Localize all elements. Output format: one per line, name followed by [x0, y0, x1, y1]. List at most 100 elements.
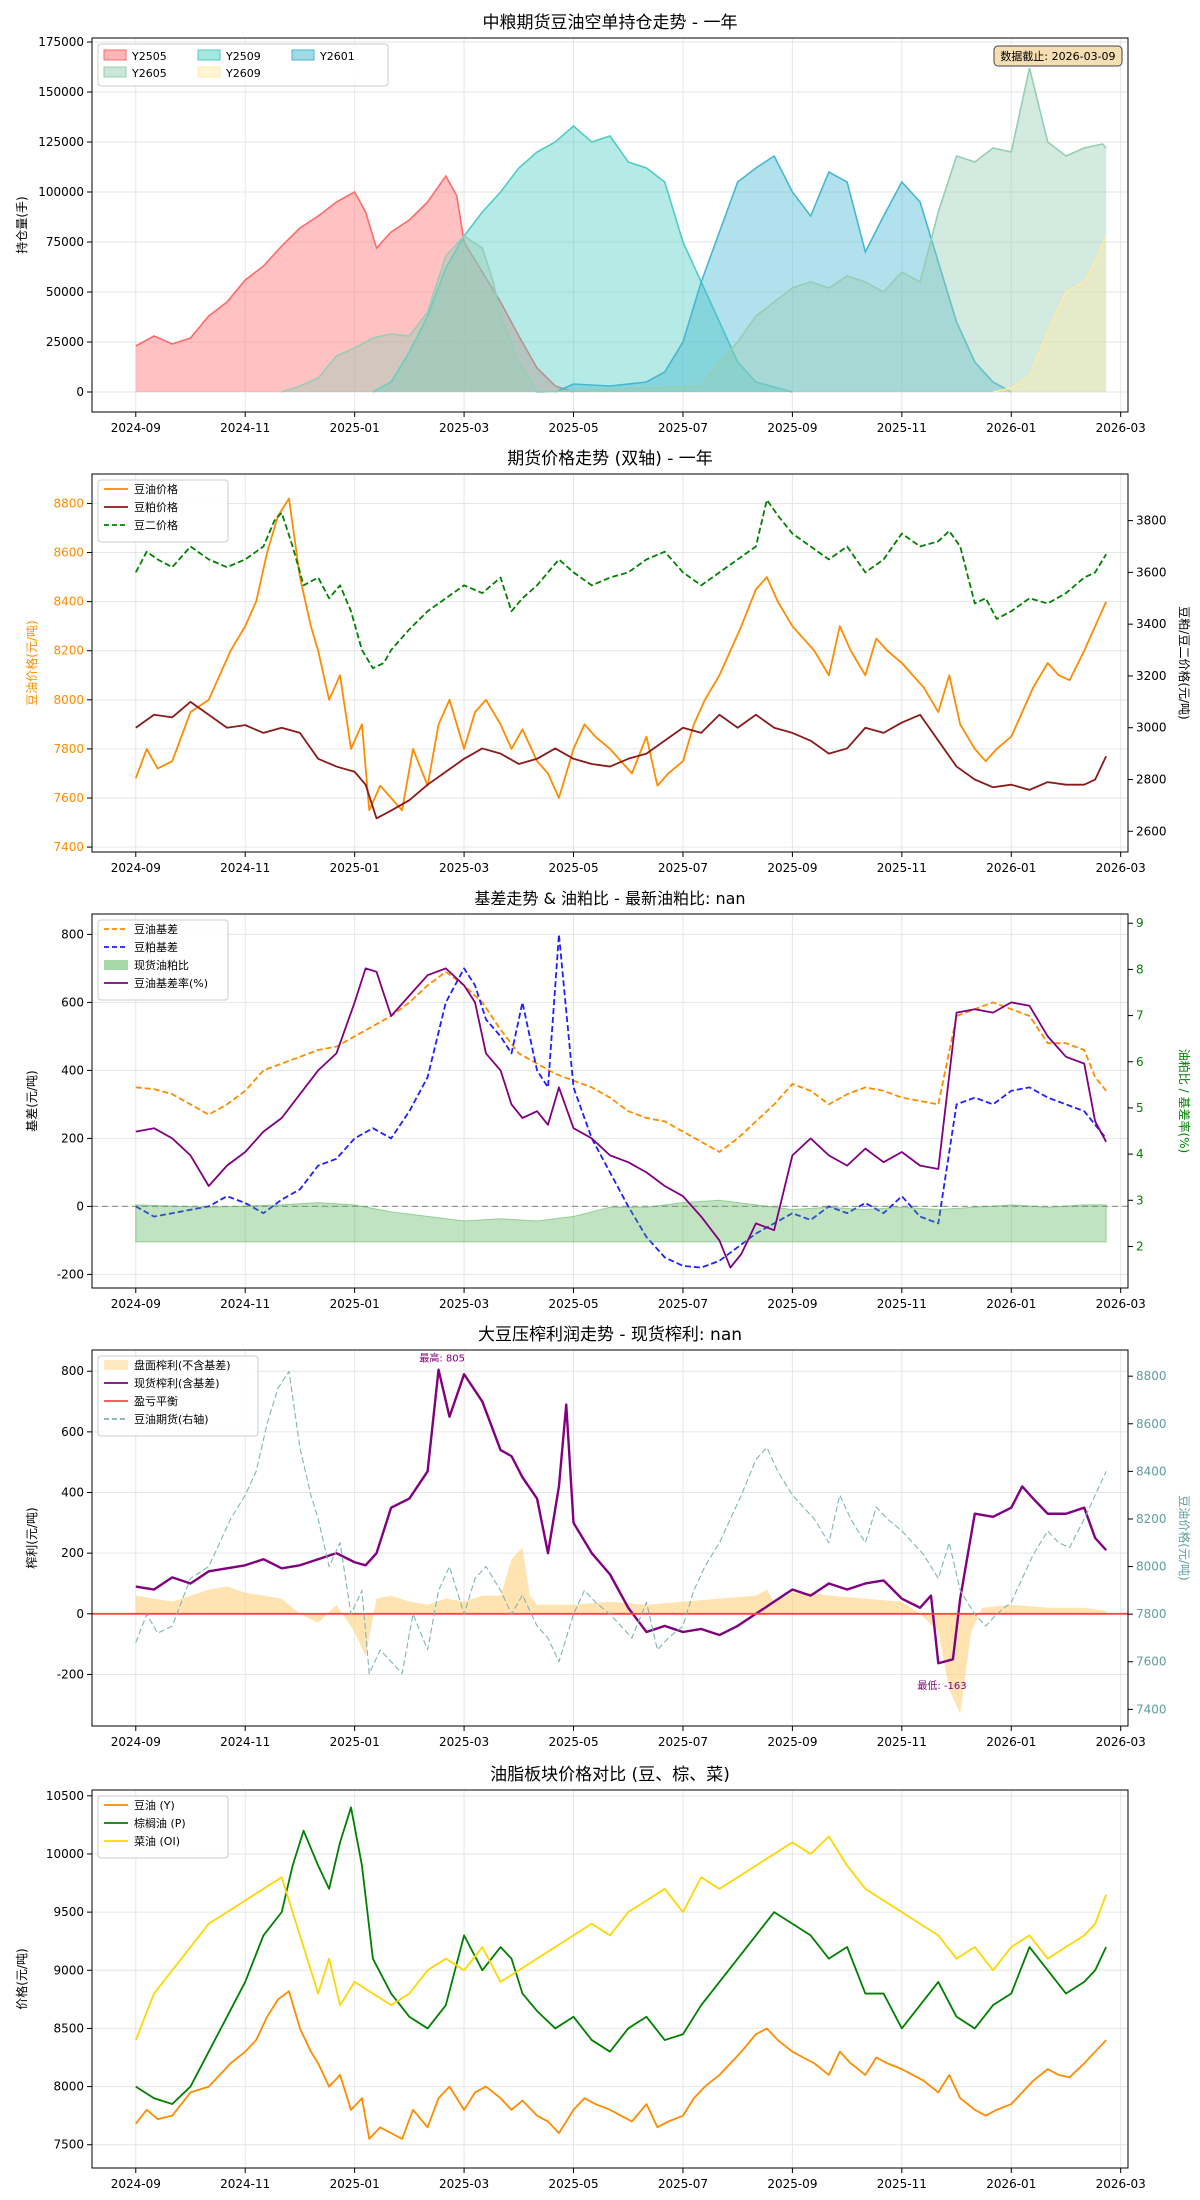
legend-label: Y2505: [131, 50, 167, 63]
y-tick-label: 0: [76, 1607, 84, 1621]
x-tick-label: 2026-03: [1096, 1297, 1146, 1311]
x-tick-label: 2025-05: [548, 1735, 598, 1749]
y-tick-label: 10000: [46, 1847, 84, 1861]
series-1-3-line: [554, 154, 1012, 393]
series-2-1-line: [134, 497, 1107, 812]
y-tick-label: 7800: [53, 742, 84, 756]
extreme-annotation-1: 最高: 805: [419, 1352, 465, 1365]
plot-frame: [91, 1789, 1129, 2169]
y-axis-label: 价格(元/吨): [14, 1948, 29, 2009]
legend-label: 现货油粕比: [134, 958, 189, 972]
y-right-tick-label: 9: [1136, 916, 1144, 930]
chart-title: 中粮期货豆油空单持仓走势 - 一年: [483, 13, 738, 33]
legend-label: Y2509: [225, 50, 261, 63]
series-1-1-fill: [135, 176, 574, 392]
legend-swatch: [197, 66, 221, 78]
x-tick-label: 2025-01: [330, 1735, 380, 1749]
series-3-1-line: [135, 970, 1107, 1153]
y-right-tick-label: 3600: [1136, 565, 1167, 579]
series-2-2-line: [135, 700, 1107, 820]
chart-title: 油脂板块价格对比 (豆、棕、菜): [490, 1765, 730, 1785]
x-tick-label: 2025-11: [877, 1297, 927, 1311]
x-tick-label: 2025-05: [548, 1297, 598, 1311]
legend-label: Y2609: [225, 67, 261, 80]
x-tick-label: 2024-11: [220, 1297, 270, 1311]
y-right-tick-label: 8400: [1136, 1464, 1167, 1478]
x-tick-label: 2026-01: [986, 1735, 1036, 1749]
series-5-3-line: [134, 1835, 1107, 2041]
legend-label: 现货榨利(含基差): [134, 1376, 220, 1390]
y-tick-label: 100000: [38, 185, 84, 199]
series-4-2-line: [135, 1368, 1108, 1665]
chart-title: 期货价格走势 (双轴) - 一年: [507, 449, 713, 469]
x-tick-label: 2025-09: [767, 861, 817, 875]
x-tick-label: 2025-05: [548, 861, 598, 875]
y-tick-label: 8000: [53, 2080, 84, 2094]
y-tick-label: -200: [57, 1667, 84, 1681]
y-tick-label: -200: [57, 1267, 84, 1281]
x-tick-label: 2025-09: [767, 2177, 817, 2191]
x-tick-label: 2025-03: [439, 1297, 489, 1311]
plot-area: [135, 67, 1107, 393]
series-4-4-line: [135, 1370, 1107, 1675]
y-tick-label: 200: [61, 1131, 84, 1145]
x-tick-label: 2026-01: [986, 2177, 1036, 2191]
x-tick-label: 2026-01: [986, 861, 1036, 875]
y-tick-label: 7500: [53, 2138, 84, 2152]
x-tick-label: 2025-09: [767, 1735, 817, 1749]
y-right-tick-label: 6: [1136, 1055, 1144, 1069]
chart-panel-2: 2024-09 2024-11 2025-01 2025-03 2025-05 2025-…: [24, 449, 1192, 875]
legend-swatch: [197, 49, 221, 61]
legend-box: [97, 1795, 229, 1859]
x-tick-label: 2025-07: [658, 1735, 708, 1749]
series-5-2-line: [135, 1806, 1107, 2105]
y-tick-label: 200: [61, 1546, 84, 1560]
y-tick-label: 8500: [53, 2021, 84, 2035]
y-right-tick-label: 3400: [1136, 617, 1167, 631]
x-tick-label: 2025-03: [439, 2177, 489, 2191]
x-tick-label: 2026-03: [1096, 2177, 1146, 2191]
y-right-tick-label: 7: [1136, 1009, 1144, 1023]
y-tick-label: 9500: [53, 1905, 84, 1919]
x-tick-label: 2025-03: [439, 861, 489, 875]
series-1-4-line: [281, 67, 1107, 393]
legend-label: Y2601: [319, 50, 355, 63]
y-right-tick-label: 7800: [1136, 1607, 1167, 1621]
legend-label: 盘面榨利(不含基差): [134, 1358, 231, 1372]
chart-panel-1: 2024-09 2024-11 2025-01 2025-03 2025-05 2025-…: [14, 13, 1146, 435]
y-right-tick-label: 4: [1136, 1147, 1144, 1161]
plot-frame: [91, 913, 1129, 1289]
legend-box: [97, 43, 389, 87]
series-1-4-fill: [281, 68, 1107, 392]
y-tick-label: 600: [61, 1425, 84, 1439]
y-right-tick-label: 8200: [1136, 1512, 1167, 1526]
x-tick-label: 2025-01: [330, 861, 380, 875]
plot-frame: [91, 37, 1129, 413]
y-right-tick-label: 8000: [1136, 1560, 1167, 1574]
y-right-tick-label: 2800: [1136, 773, 1167, 787]
legend-swatch: [103, 66, 127, 78]
x-tick-label: 2024-09: [111, 861, 161, 875]
x-tick-label: 2026-03: [1096, 861, 1146, 875]
y-right-tick-label: 5: [1136, 1101, 1144, 1115]
legend-label: 豆油价格: [134, 482, 178, 496]
y-axis-label: 豆油价格(元/吨): [24, 620, 39, 705]
y-tick-label: 10500: [46, 1789, 84, 1803]
legend-label: 盈亏平衡: [134, 1395, 178, 1408]
legend-box: [97, 919, 229, 1001]
legend-label: 棕榈油 (P): [134, 1816, 186, 1830]
y-tick-label: 8400: [53, 595, 84, 609]
x-tick-label: 2024-09: [111, 421, 161, 435]
y-tick-label: 175000: [38, 35, 84, 49]
y-tick-label: 0: [76, 385, 84, 399]
x-tick-label: 2025-01: [330, 421, 380, 435]
x-tick-label: 2025-07: [658, 2177, 708, 2191]
legend-label: 菜油 (OI): [134, 1834, 180, 1848]
legend-swatch: [104, 960, 128, 970]
legend-label: Y2605: [131, 67, 167, 80]
y-tick-label: 75000: [46, 235, 84, 249]
series-1-5-line: [992, 235, 1107, 393]
